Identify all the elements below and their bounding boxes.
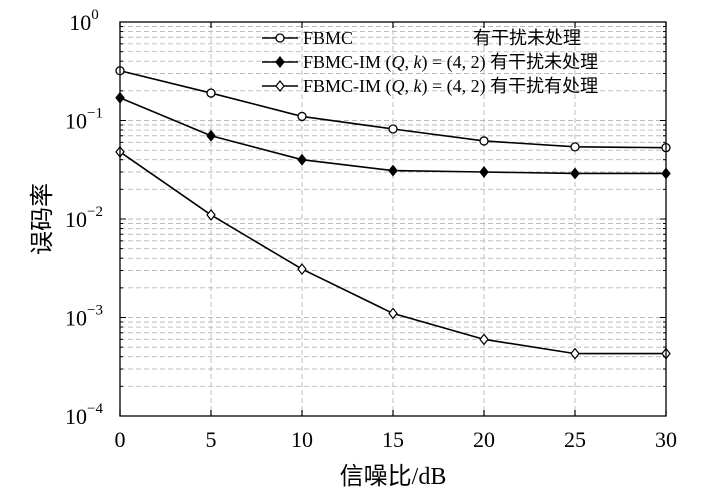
data-point (206, 208, 216, 221)
y-axis-label: 误码率 (29, 183, 56, 255)
legend-label-part: FBMC (303, 28, 353, 48)
legend-label-part: Q (392, 52, 405, 72)
x-tick-label: 25 (564, 427, 586, 452)
y-tick-exponent: −2 (87, 204, 103, 220)
y-tick-base: 10 (69, 10, 91, 35)
legend-label: FBMC (303, 28, 353, 48)
data-point (479, 166, 489, 178)
data-point (297, 263, 307, 276)
plot-area-frame (119, 21, 667, 417)
legend-marker (275, 33, 285, 43)
data-point (570, 142, 580, 152)
y-tick-exponent: −4 (87, 401, 103, 417)
legend-label-suffix: 有干扰未处理 (473, 28, 581, 48)
legend-label-part: Q (392, 76, 405, 96)
legend-entry-1: FBMC 有干扰未处理 (262, 28, 581, 48)
legend-label-part: , (405, 76, 414, 96)
y-tick-label: 10−3 (65, 303, 103, 331)
data-point (206, 129, 216, 142)
y-tick-base: 10 (65, 404, 87, 429)
legend-entry-2: FBMC-IM (Q, k) = (4, 2) 有干扰未处理 (262, 52, 598, 73)
y-tick-label: 10−4 (65, 401, 103, 429)
x-tick-label: 10 (291, 427, 313, 452)
data-point (388, 124, 398, 134)
legend-label-part: k (414, 76, 423, 96)
y-tick-base: 10 (65, 207, 87, 232)
legend-label-part: FBMC-IM ( (303, 76, 392, 97)
y-tick-base: 10 (65, 109, 87, 134)
data-point (297, 153, 307, 166)
x-axis-label: 信噪比/dB (340, 463, 447, 490)
data-point (297, 111, 307, 122)
x-tick-labels: 0 5 10 15 20 25 30 (115, 427, 678, 452)
legend-label-part: , (405, 52, 414, 72)
data-point (479, 136, 489, 146)
x-tick-label: 0 (115, 427, 126, 452)
x-tick-label: 15 (382, 427, 404, 452)
legend-marker (275, 80, 285, 92)
legend-label-part: k (414, 52, 423, 72)
data-point (570, 347, 580, 360)
y-tick-exponent: 0 (91, 7, 99, 23)
legend-label-part: ) = (4, 2) 有干扰有处理 (422, 76, 599, 97)
legend-label: FBMC-IM (Q, k) = (4, 2) 有干扰有处理 (303, 76, 598, 97)
x-tick-label: 30 (655, 427, 677, 452)
y-tick-base: 10 (65, 306, 87, 331)
y-tick-exponent: −1 (87, 106, 103, 122)
data-point (570, 167, 580, 180)
data-point (388, 307, 398, 320)
y-tick-exponent: −3 (87, 303, 103, 319)
y-tick-label: 10−1 (65, 106, 103, 134)
y-tick-label: 100 (69, 7, 99, 35)
legend-marker (275, 56, 285, 68)
legend-label-part: ) = (4, 2) 有干扰未处理 (422, 52, 599, 73)
legend-label: FBMC-IM (Q, k) = (4, 2) 有干扰未处理 (303, 52, 598, 73)
data-point (388, 164, 398, 177)
y-tick-label: 10−2 (65, 204, 103, 232)
data-point (206, 88, 216, 98)
legend-entry-3: FBMC-IM (Q, k) = (4, 2) 有干扰有处理 (262, 76, 598, 97)
legend-label-part: FBMC-IM ( (303, 52, 392, 73)
x-tick-label: 5 (206, 427, 217, 452)
x-tick-label: 20 (473, 427, 495, 452)
data-point (479, 333, 489, 346)
